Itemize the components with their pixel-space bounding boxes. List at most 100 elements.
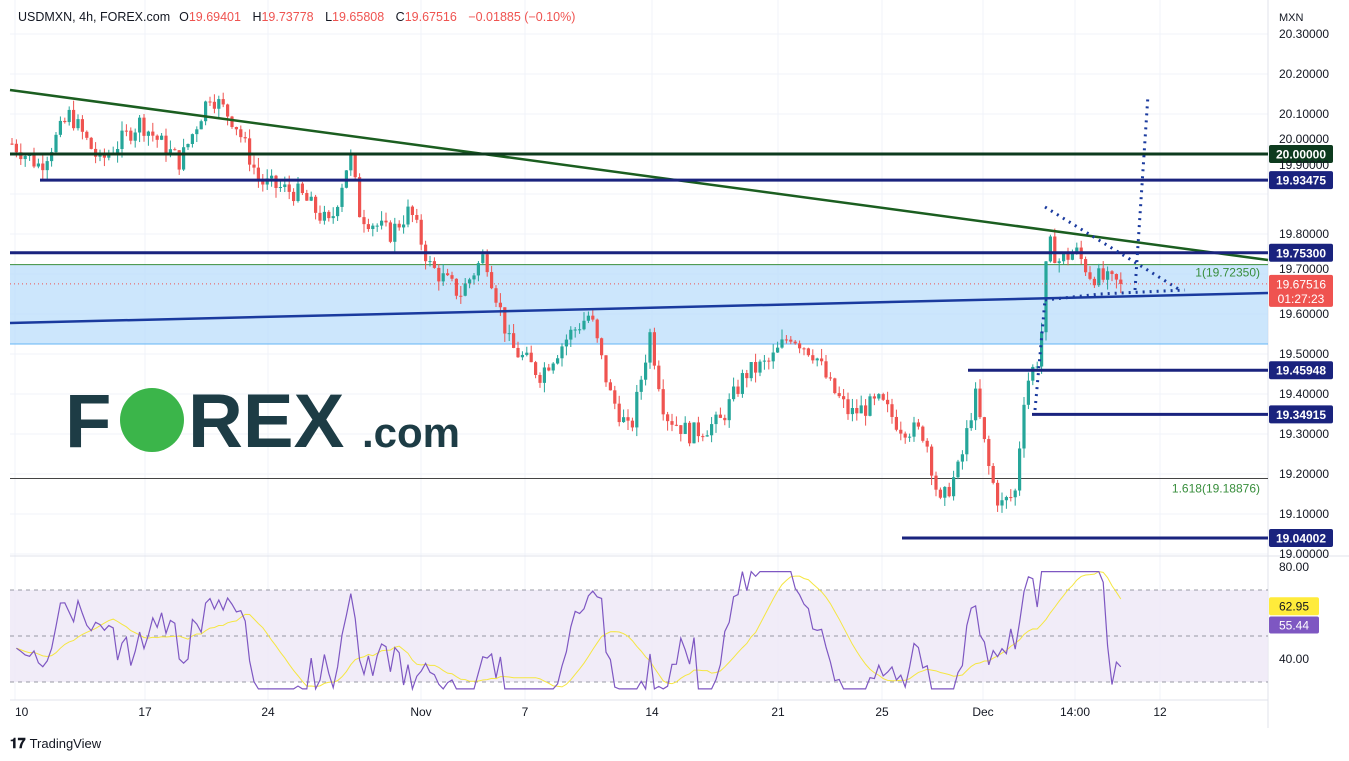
candle-body bbox=[287, 184, 291, 192]
candle-body bbox=[327, 211, 331, 219]
symbol-label[interactable]: USDMXN, 4h, FOREX.com bbox=[18, 10, 171, 24]
candle-body bbox=[318, 212, 322, 221]
level-badge bbox=[1269, 243, 1333, 262]
candle-body bbox=[230, 116, 234, 127]
x-tick-label: Dec bbox=[972, 705, 993, 719]
candle-body bbox=[974, 388, 978, 421]
x-tick-label: 14:00 bbox=[1060, 705, 1090, 719]
candle-body bbox=[256, 167, 260, 179]
candle-body bbox=[701, 436, 705, 438]
candle-body bbox=[696, 422, 700, 437]
rsi-tick-label: 40.00 bbox=[1279, 652, 1309, 666]
candle-body bbox=[419, 219, 423, 245]
candle-body bbox=[908, 436, 912, 438]
y-tick-label: 20.00000 bbox=[1279, 132, 1329, 146]
candle-body bbox=[556, 358, 560, 364]
candle-body bbox=[76, 119, 80, 129]
candle-body bbox=[771, 352, 775, 362]
x-tick-label: 25 bbox=[875, 705, 889, 719]
candle-body bbox=[41, 163, 45, 171]
candle-body bbox=[912, 422, 916, 437]
candle-body bbox=[226, 104, 230, 117]
candle-body bbox=[749, 362, 753, 379]
candle-body bbox=[10, 143, 14, 145]
tv-icon: 𝟏𝟕 bbox=[10, 735, 26, 751]
fib-zone bbox=[10, 264, 1268, 344]
candle-body bbox=[402, 224, 406, 228]
candle-body bbox=[199, 121, 203, 130]
candle-body bbox=[762, 360, 766, 362]
candle-body bbox=[569, 329, 573, 340]
logo-rex: REX bbox=[188, 379, 345, 464]
candle-body bbox=[547, 367, 551, 371]
level-badge bbox=[1269, 171, 1333, 190]
candle-body bbox=[776, 347, 780, 353]
pennant-lower-line bbox=[1044, 288, 1186, 302]
candle-body bbox=[881, 394, 885, 400]
logo-f: F bbox=[65, 379, 111, 464]
candle-body bbox=[613, 390, 617, 404]
level-badge-label: 19.93475 bbox=[1276, 174, 1326, 188]
candle-body bbox=[380, 220, 384, 226]
candle-body bbox=[837, 393, 841, 397]
candle-body bbox=[516, 347, 520, 358]
candle-body bbox=[793, 341, 797, 344]
x-tick-label: Nov bbox=[410, 705, 431, 719]
rsi-tick-label: 80.00 bbox=[1279, 560, 1309, 574]
candle-body bbox=[1101, 268, 1105, 280]
candle-body bbox=[1088, 272, 1092, 279]
candle-body bbox=[754, 362, 758, 373]
candle-body bbox=[573, 329, 577, 331]
low-label: L bbox=[325, 10, 333, 24]
candle-body bbox=[538, 374, 542, 383]
candle-body bbox=[138, 117, 142, 133]
candle-body bbox=[1084, 259, 1088, 273]
candle-body bbox=[349, 153, 353, 171]
last-price-value: 19.67516 bbox=[1276, 277, 1326, 291]
candle-body bbox=[173, 149, 177, 151]
candle-body bbox=[129, 130, 133, 141]
y-tick-label: 19.80000 bbox=[1279, 227, 1329, 241]
x-tick-label: 12 bbox=[1153, 705, 1167, 719]
y-tick-label: 20.10000 bbox=[1279, 107, 1329, 121]
candle-body bbox=[943, 486, 947, 498]
candle-body bbox=[688, 422, 692, 444]
candle-body bbox=[186, 143, 190, 148]
candle-body bbox=[397, 223, 401, 228]
candle-body bbox=[340, 187, 344, 207]
level-badge bbox=[1269, 528, 1333, 547]
rsi-ma-badge bbox=[1269, 597, 1319, 616]
candle-body bbox=[450, 275, 454, 279]
candle-body bbox=[283, 184, 287, 188]
candle-body bbox=[243, 137, 247, 139]
candle-body bbox=[1106, 271, 1110, 280]
candle-body bbox=[1114, 274, 1118, 280]
candle-body bbox=[820, 358, 824, 362]
candle-body bbox=[560, 346, 564, 359]
candle-body bbox=[371, 225, 375, 230]
candle-body bbox=[639, 379, 643, 392]
candle-body bbox=[578, 329, 582, 331]
logo-com: .com bbox=[362, 409, 460, 456]
candle-body bbox=[353, 153, 357, 178]
candle-body bbox=[336, 206, 340, 217]
legend-header: USDMXN, 4h, FOREX.com O19.69401 H19.7377… bbox=[18, 10, 583, 24]
x-tick-label: 7 bbox=[522, 705, 529, 719]
projection-line bbox=[1133, 94, 1150, 291]
candle-body bbox=[375, 225, 379, 227]
candle-body bbox=[938, 489, 942, 498]
candle-body bbox=[446, 273, 450, 276]
high-label: H bbox=[252, 10, 262, 24]
tradingview-logo[interactable]: 𝟏𝟕 TradingView bbox=[10, 735, 101, 752]
candle-body bbox=[1009, 497, 1013, 499]
candle-body bbox=[1097, 268, 1101, 286]
x-tick-label: 10 bbox=[15, 705, 29, 719]
candle-body bbox=[564, 339, 568, 347]
candle-body bbox=[815, 358, 819, 361]
candle-body bbox=[916, 422, 920, 427]
candle-body bbox=[798, 343, 802, 349]
candle-body bbox=[723, 417, 727, 421]
candle-body bbox=[366, 224, 370, 230]
